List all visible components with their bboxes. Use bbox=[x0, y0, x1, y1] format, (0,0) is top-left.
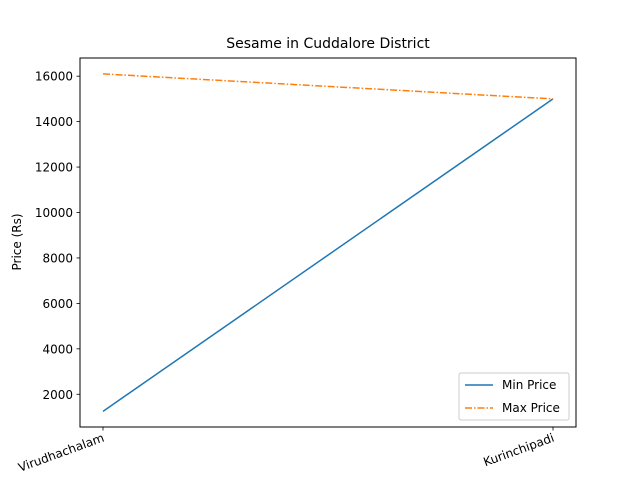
y-tick-label: 4000 bbox=[42, 342, 73, 356]
y-tick-label: 12000 bbox=[35, 161, 73, 175]
y-tick-label: 14000 bbox=[35, 115, 73, 129]
legend: Min Price Max Price bbox=[459, 373, 569, 420]
y-tick-label: 16000 bbox=[35, 70, 73, 84]
y-tick-label: 6000 bbox=[42, 297, 73, 311]
y-tick-label: 2000 bbox=[42, 388, 73, 402]
y-axis-label: Price (Rs) bbox=[10, 213, 24, 270]
chart-title: Sesame in Cuddalore District bbox=[226, 36, 430, 52]
y-tick-label: 8000 bbox=[42, 251, 73, 265]
y-tick-label: 10000 bbox=[35, 206, 73, 220]
legend-label-max-price: Max Price bbox=[502, 401, 560, 415]
legend-label-min-price: Min Price bbox=[502, 378, 556, 392]
